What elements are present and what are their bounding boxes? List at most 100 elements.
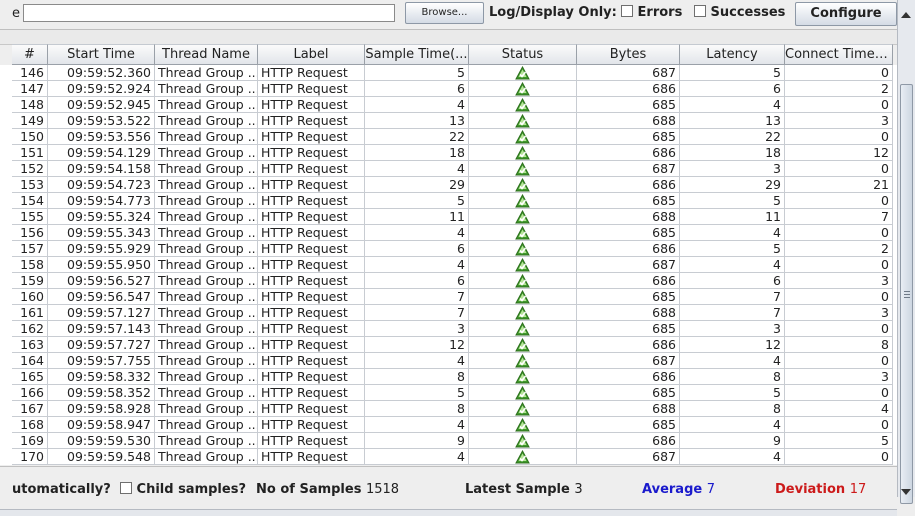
latency-cell: 4	[680, 257, 785, 273]
table-row[interactable]: 157 09:59:55.929 Thread Group ... HTTP Requ…	[0, 241, 897, 257]
connect-time-cell: 0	[785, 97, 893, 113]
scroll-thumb[interactable]	[900, 84, 913, 504]
bytes-cell: 686	[577, 337, 680, 353]
label-cell: HTTP Request	[258, 353, 365, 369]
success-triangle-icon	[515, 337, 530, 352]
bytes-cell: 687	[577, 353, 680, 369]
start-time-cell: 09:59:57.755	[48, 353, 155, 369]
successes-checkbox-group[interactable]: Successes	[694, 5, 785, 20]
table-row[interactable]: 148 09:59:52.945 Thread Group ... HTTP Requ…	[0, 97, 897, 113]
child-samples-group[interactable]: Child samples?	[120, 482, 246, 497]
label-cell: HTTP Request	[258, 385, 365, 401]
table-row[interactable]: 146 09:59:52.360 Thread Group ... HTTP Requ…	[0, 65, 897, 81]
bytes-cell: 685	[577, 129, 680, 145]
row-number-cell: 163	[12, 337, 48, 353]
table-row[interactable]: 163 09:59:57.727 Thread Group ... HTTP Requ…	[0, 337, 897, 353]
table-row[interactable]: 160 09:59:56.547 Thread Group ... HTTP Requ…	[0, 289, 897, 305]
table-row[interactable]: 161 09:59:57.127 Thread Group ... HTTP Requ…	[0, 305, 897, 321]
column-header-status[interactable]: Status	[469, 44, 577, 65]
table-row[interactable]: 151 09:59:54.129 Thread Group ... HTTP Requ…	[0, 145, 897, 161]
thread-name-cell: Thread Group ...	[155, 177, 258, 193]
success-triangle-icon	[515, 177, 530, 192]
configure-button[interactable]: Configure	[795, 2, 897, 26]
thread-name-cell: Thread Group ...	[155, 369, 258, 385]
label-cell: HTTP Request	[258, 273, 365, 289]
filename-input[interactable]	[23, 4, 395, 22]
status-cell	[469, 225, 577, 241]
thread-name-cell: Thread Group ...	[155, 417, 258, 433]
table-row[interactable]: 147 09:59:52.924 Thread Group ... HTTP Requ…	[0, 81, 897, 97]
deviation-value: 17	[849, 482, 867, 497]
table-row[interactable]: 152 09:59:54.158 Thread Group ... HTTP Requ…	[0, 161, 897, 177]
row-number-cell: 150	[12, 129, 48, 145]
horizontal-scrollbar[interactable]	[0, 509, 897, 516]
connect-time-cell: 12	[785, 145, 893, 161]
average: Average 7	[642, 482, 715, 497]
column-header-connect-time[interactable]: Connect Time(...	[785, 44, 893, 65]
row-number-cell: 156	[12, 225, 48, 241]
filename-label: e	[12, 6, 20, 21]
average-label: Average	[642, 482, 703, 497]
connect-time-cell: 0	[785, 161, 893, 177]
success-triangle-icon	[515, 241, 530, 256]
child-samples-checkbox[interactable]	[120, 482, 132, 494]
sample-time-cell: 6	[365, 241, 469, 257]
table-row[interactable]: 169 09:59:59.530 Thread Group ... HTTP Requ…	[0, 433, 897, 449]
table-row[interactable]: 158 09:59:55.950 Thread Group ... HTTP Requ…	[0, 257, 897, 273]
successes-checkbox[interactable]	[694, 5, 706, 17]
table-row[interactable]: 166 09:59:58.352 Thread Group ... HTTP Requ…	[0, 385, 897, 401]
column-header-number[interactable]: #	[12, 44, 48, 65]
vertical-scrollbar[interactable]	[897, 0, 915, 504]
table-row[interactable]: 149 09:59:53.522 Thread Group ... HTTP Requ…	[0, 113, 897, 129]
table-row[interactable]: 164 09:59:57.755 Thread Group ... HTTP Requ…	[0, 353, 897, 369]
table-row[interactable]: 162 09:59:57.143 Thread Group ... HTTP Requ…	[0, 321, 897, 337]
sample-time-cell: 4	[365, 449, 469, 465]
sample-time-cell: 5	[365, 193, 469, 209]
connect-time-cell: 5	[785, 433, 893, 449]
column-header-label[interactable]: Label	[258, 44, 365, 65]
label-cell: HTTP Request	[258, 321, 365, 337]
thread-name-cell: Thread Group ...	[155, 401, 258, 417]
errors-checkbox-group[interactable]: Errors	[621, 5, 682, 20]
scroll-up-arrow-icon[interactable]	[901, 12, 911, 18]
column-header-latency[interactable]: Latency	[680, 44, 785, 65]
table-row[interactable]: 150 09:59:53.556 Thread Group ... HTTP Requ…	[0, 129, 897, 145]
label-cell: HTTP Request	[258, 129, 365, 145]
label-cell: HTTP Request	[258, 369, 365, 385]
table-row[interactable]: 168 09:59:58.947 Thread Group ... HTTP Requ…	[0, 417, 897, 433]
bytes-cell: 685	[577, 97, 680, 113]
table-row[interactable]: 153 09:59:54.723 Thread Group ... HTTP Requ…	[0, 177, 897, 193]
table-row[interactable]: 154 09:59:54.773 Thread Group ... HTTP Requ…	[0, 193, 897, 209]
column-header-thread-name[interactable]: Thread Name	[155, 44, 258, 65]
table-row[interactable]: 167 09:59:58.928 Thread Group ... HTTP Requ…	[0, 401, 897, 417]
connect-time-cell: 0	[785, 449, 893, 465]
latency-cell: 22	[680, 129, 785, 145]
thread-name-cell: Thread Group ...	[155, 241, 258, 257]
label-cell: HTTP Request	[258, 113, 365, 129]
table-row[interactable]: 156 09:59:55.343 Thread Group ... HTTP Requ…	[0, 225, 897, 241]
bytes-cell: 685	[577, 321, 680, 337]
start-time-cell: 09:59:53.556	[48, 129, 155, 145]
table-row[interactable]: 159 09:59:56.527 Thread Group ... HTTP Requ…	[0, 273, 897, 289]
table-row[interactable]: 155 09:59:55.324 Thread Group ... HTTP Requ…	[0, 209, 897, 225]
row-number-cell: 154	[12, 193, 48, 209]
connect-time-cell: 8	[785, 337, 893, 353]
browse-button[interactable]: Browse...	[405, 2, 484, 24]
status-cell	[469, 401, 577, 417]
latency-cell: 4	[680, 225, 785, 241]
errors-checkbox[interactable]	[621, 5, 633, 17]
no-of-samples: No of Samples 1518	[256, 482, 399, 497]
start-time-cell: 09:59:52.924	[48, 81, 155, 97]
table-row[interactable]: 165 09:59:58.332 Thread Group ... HTTP Requ…	[0, 369, 897, 385]
sample-time-cell: 11	[365, 209, 469, 225]
column-header-start-time[interactable]: Start Time	[48, 44, 155, 65]
latency-cell: 5	[680, 241, 785, 257]
scroll-down-arrow-icon[interactable]	[901, 489, 911, 495]
connect-time-cell: 0	[785, 225, 893, 241]
table-row[interactable]: 170 09:59:59.548 Thread Group ... HTTP Requ…	[0, 449, 897, 465]
sample-time-cell: 4	[365, 353, 469, 369]
column-header-bytes[interactable]: Bytes	[577, 44, 680, 65]
column-header-sample-time[interactable]: Sample Time(...	[365, 44, 469, 65]
success-triangle-icon	[515, 81, 530, 96]
bytes-cell: 687	[577, 449, 680, 465]
